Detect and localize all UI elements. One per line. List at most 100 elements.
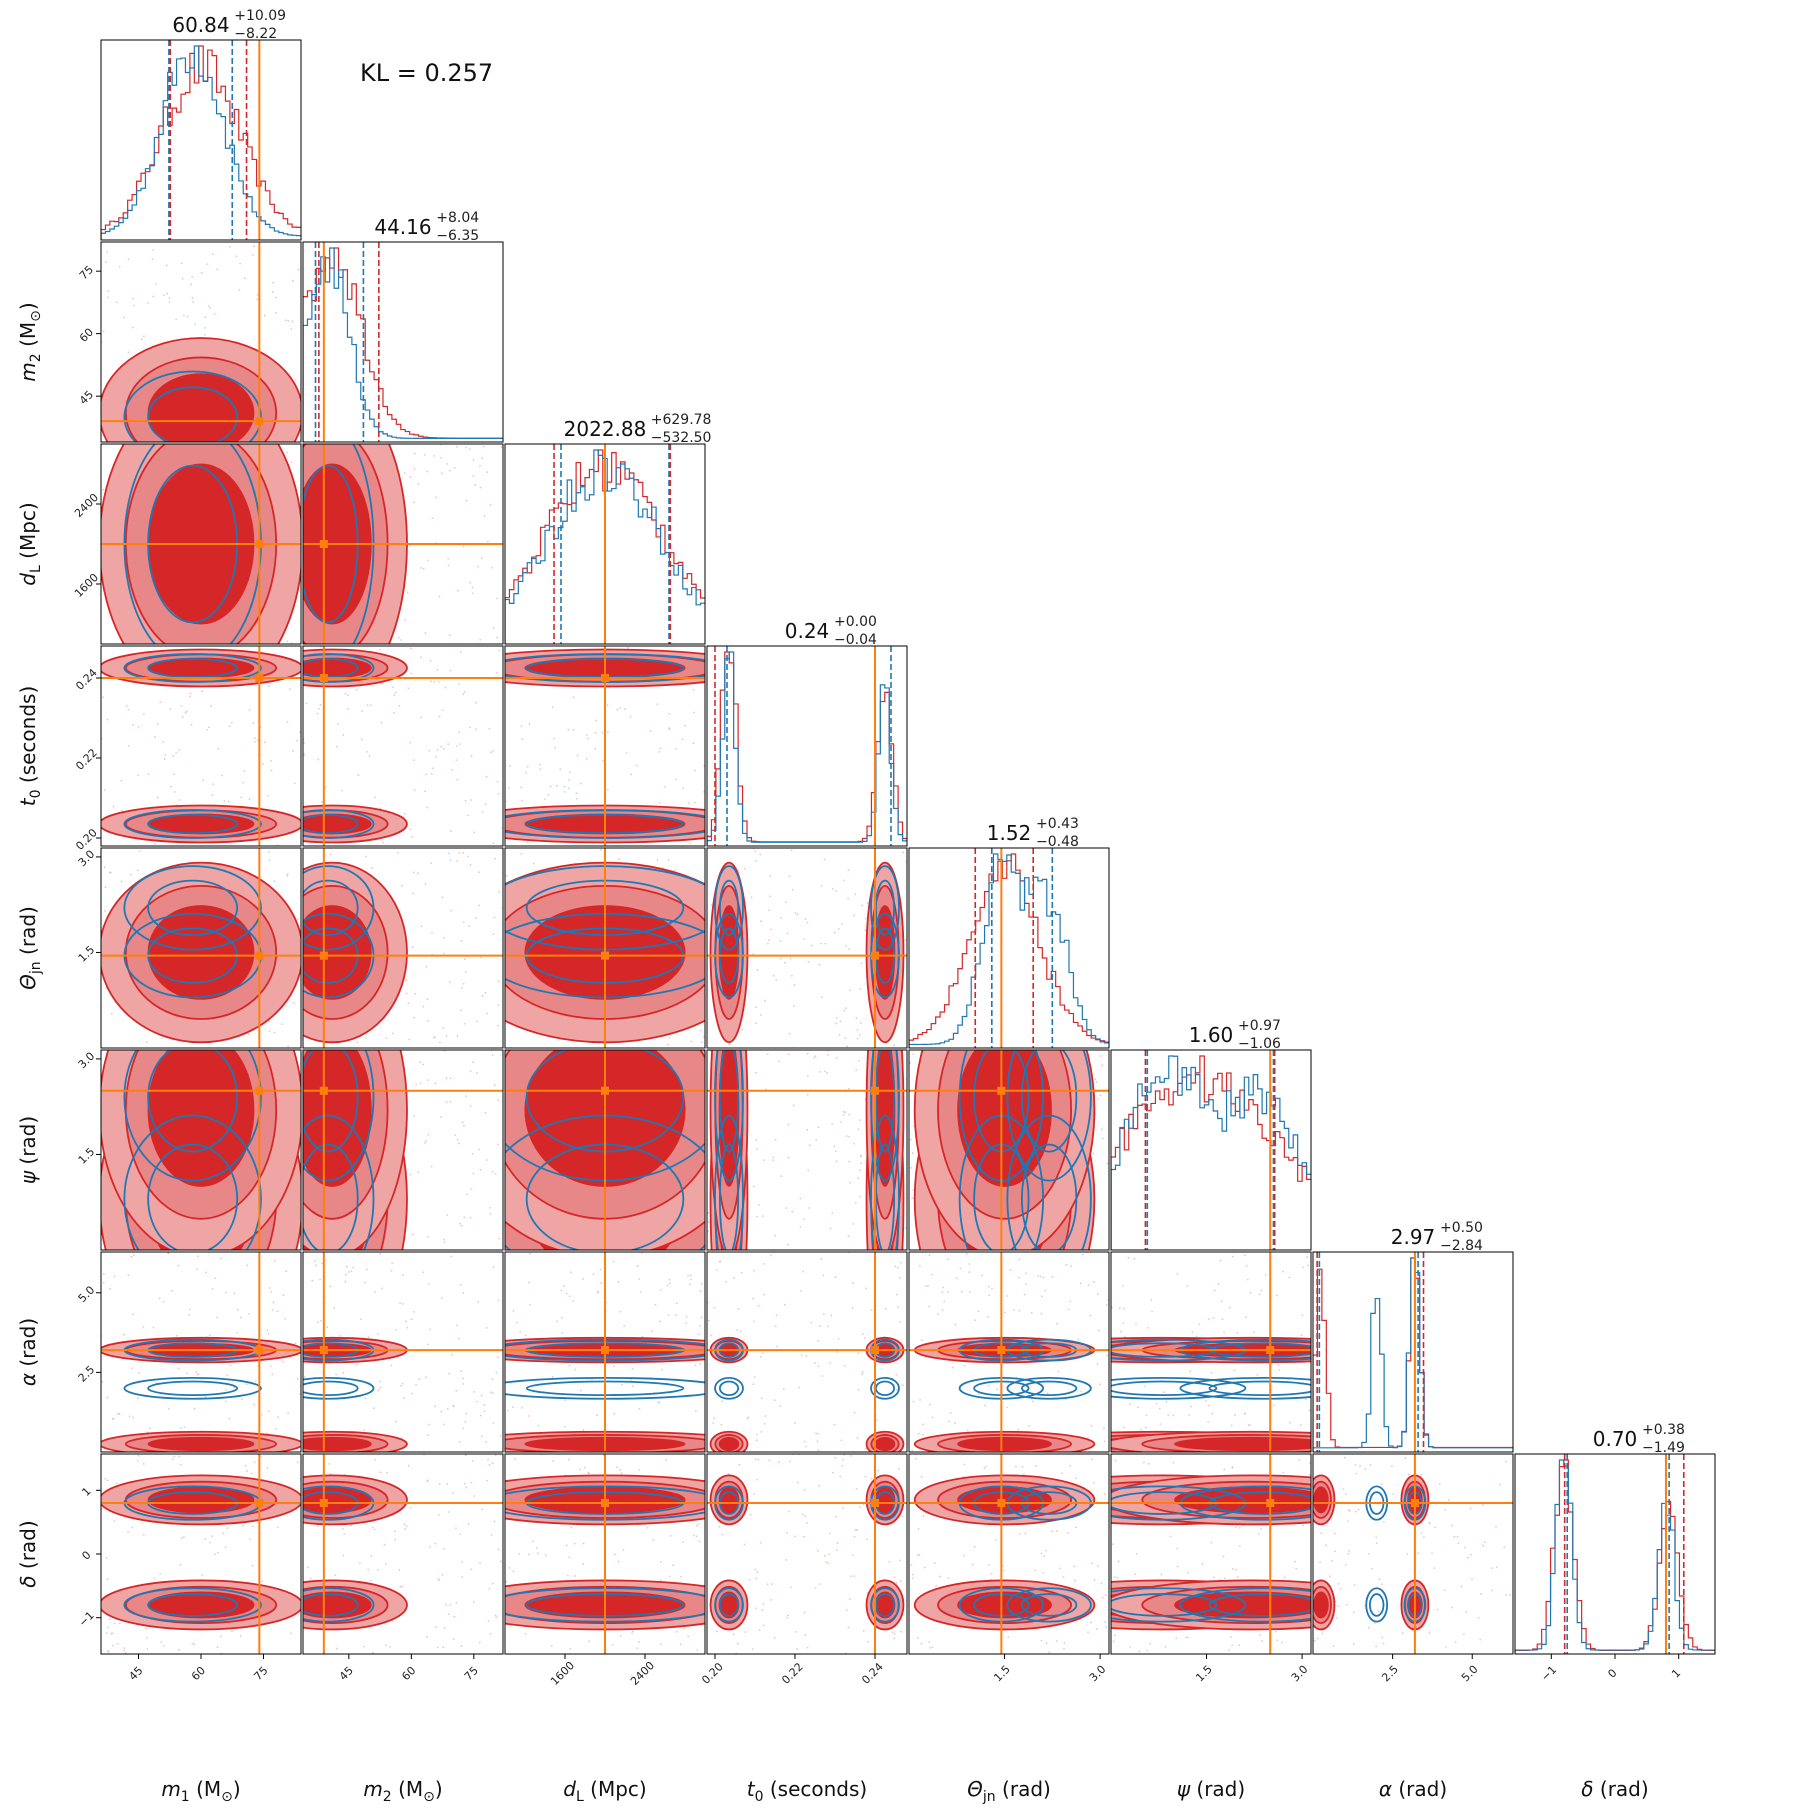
sample-point: [563, 785, 566, 788]
sample-point: [449, 830, 452, 833]
sample-point: [275, 311, 278, 314]
sample-point: [584, 1466, 586, 1469]
sample-point: [848, 1598, 851, 1600]
sample-point: [630, 773, 632, 776]
sample-point: [665, 1459, 667, 1462]
sample-point: [1243, 1412, 1246, 1415]
sample-point: [1073, 1565, 1076, 1568]
sample-point: [170, 785, 173, 788]
sample-point: [861, 1371, 864, 1374]
sample-point: [236, 1308, 239, 1311]
sample-point: [127, 258, 130, 261]
sample-point: [1277, 1364, 1280, 1367]
sample-point: [267, 794, 270, 797]
histogram-panel-psi: 1.60 +0.97−1.06: [1110, 1018, 1312, 1251]
sample-point: [441, 472, 443, 475]
sample-point: [859, 1022, 862, 1024]
sample-point: [216, 268, 219, 271]
sample-point: [754, 1568, 757, 1571]
contour-blue-inner: [718, 879, 740, 937]
sample-point: [1220, 1300, 1223, 1303]
sample-point: [1404, 1457, 1407, 1460]
sample-point: [349, 1524, 352, 1527]
sample-point: [493, 916, 496, 919]
sample-point: [835, 1160, 838, 1163]
sample-point: [413, 501, 415, 504]
sample-point: [990, 1572, 993, 1575]
sample-point: [411, 1233, 414, 1236]
sample-point: [379, 1253, 382, 1255]
sample-point: [1210, 1541, 1213, 1544]
sample-point: [1063, 1647, 1065, 1650]
sample-point: [1007, 1636, 1010, 1639]
sample-point: [420, 925, 423, 928]
sample-point: [336, 745, 338, 748]
sample-point: [413, 1016, 415, 1019]
sample-point: [1306, 1256, 1309, 1259]
sample-point: [843, 1113, 845, 1116]
sample-point: [1024, 1532, 1027, 1535]
sample-point: [822, 1313, 825, 1316]
sample-point: [475, 1071, 478, 1074]
sample-point: [787, 1123, 790, 1126]
sample-point: [823, 1555, 826, 1557]
sample-point: [844, 1111, 847, 1114]
sample-point: [893, 1044, 896, 1047]
sample-point: [836, 1542, 839, 1545]
sample-point: [379, 648, 381, 651]
sample-point: [1135, 1552, 1138, 1555]
truth-marker: [319, 1499, 328, 1508]
sample-point: [340, 789, 343, 792]
sample-point: [893, 1576, 896, 1579]
sample-point: [446, 1408, 449, 1410]
sample-point: [826, 1071, 828, 1074]
sample-point: [1352, 1643, 1355, 1646]
sample-point: [685, 1322, 688, 1324]
sample-point: [866, 902, 869, 904]
sample-point: [901, 1515, 904, 1518]
sample-point: [379, 1471, 382, 1474]
sample-point: [790, 974, 793, 977]
sample-point: [430, 862, 433, 865]
histogram-panel-m2: 44.16 +8.04−6.35: [302, 210, 504, 443]
sample-point: [859, 1169, 862, 1172]
x-tick-label-thetajn: 1.5: [991, 1663, 1013, 1685]
sample-point: [459, 1284, 462, 1287]
sample-point: [419, 1061, 421, 1064]
sample-point: [1146, 1649, 1149, 1652]
sample-point: [245, 1383, 248, 1386]
sample-point: [127, 1531, 129, 1533]
contour-blue-inner: [147, 1380, 239, 1397]
sample-point: [313, 1260, 316, 1263]
sample-point: [336, 1647, 338, 1650]
sample-point: [544, 798, 546, 801]
sample-point: [935, 1584, 938, 1587]
sample-point: [162, 1300, 165, 1303]
sample-point: [573, 1542, 576, 1545]
histogram-panel-delta: 0.70 +0.38−1.49−1 0 1δ (rad): [1514, 1422, 1716, 1801]
sample-point: [1055, 1640, 1058, 1642]
truth-marker: [319, 540, 328, 548]
contour-blue-inner: [303, 1143, 359, 1250]
sample-point: [563, 1285, 566, 1288]
panel-frame: [706, 1453, 908, 1655]
sample-point: [493, 1084, 496, 1086]
sample-point: [471, 1152, 474, 1155]
sample-point: [106, 1578, 109, 1580]
sample-point: [787, 1053, 790, 1055]
histogram-red-psi: [1111, 1055, 1311, 1250]
panel-frame: [100, 241, 302, 443]
panel-frame: [100, 847, 302, 1049]
sample-point: [1042, 1572, 1045, 1575]
sample-point: [374, 1291, 376, 1293]
sample-point: [316, 1321, 319, 1324]
contour-blue-inner: [1208, 1380, 1311, 1397]
sample-point: [1283, 1576, 1286, 1579]
sample-point: [1477, 1616, 1480, 1619]
sample-point: [478, 871, 480, 874]
sample-point: [814, 1362, 816, 1365]
sample-point: [202, 779, 204, 782]
sample-point: [835, 1515, 837, 1518]
sample-point: [1213, 1289, 1216, 1292]
